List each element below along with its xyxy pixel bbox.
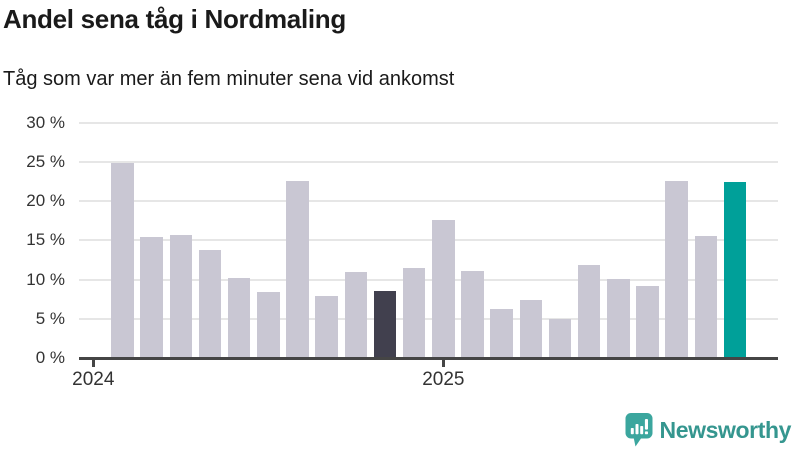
bar: [286, 180, 309, 358]
chart-title: Andel sena tåg i Nordmaling: [3, 4, 346, 34]
y-gridline: [79, 278, 778, 281]
y-gridline: [79, 121, 778, 124]
y-axis-tick-label: 15 %: [26, 230, 65, 250]
x-axis-tickmark: [441, 359, 445, 367]
x-axis-tickmark: [91, 359, 95, 367]
bar: [607, 278, 630, 358]
bar: [519, 299, 543, 358]
bar-highlight-accent: [723, 182, 747, 358]
bar-highlight-dark: [373, 290, 397, 358]
y-axis-tick-label: 0 %: [35, 348, 65, 367]
y-gridline: [79, 200, 778, 203]
bar: [315, 296, 338, 358]
bar: [111, 162, 134, 358]
bar: [548, 318, 572, 358]
x-axis-tick-label: 2024: [72, 369, 115, 390]
y-gridline: [79, 317, 778, 320]
x-axis-line: [79, 356, 778, 360]
bar: [461, 270, 484, 358]
bar: [636, 285, 659, 358]
y-gridline: [79, 239, 778, 242]
bar: [402, 267, 426, 358]
bar: [694, 236, 718, 358]
bar: [140, 237, 163, 358]
bar: [169, 234, 193, 358]
chart-subtitle: Tåg som var mer än fem minuter sena vid …: [3, 68, 455, 90]
newsworthy-logo[interactable]: Newsworthy: [625, 412, 791, 448]
y-axis-tick-label: 25 %: [26, 152, 65, 171]
newsworthy-logo-text: Newsworthy: [659, 416, 792, 443]
bar: [665, 180, 688, 358]
bar: [198, 249, 222, 358]
speech-bubble-bar-chart-icon: [625, 413, 653, 447]
bar: [257, 292, 280, 358]
bar: [432, 220, 455, 358]
y-axis-tick-label: 5 %: [35, 308, 65, 328]
y-axis-tick-label: 30 %: [26, 112, 65, 132]
y-gridline: [79, 161, 778, 163]
y-axis-tick-label: 20 %: [26, 191, 65, 211]
bar: [577, 264, 601, 358]
y-axis-tick-label: 10 %: [26, 269, 65, 289]
bar: [227, 278, 251, 358]
bar: [490, 309, 513, 358]
x-axis-tick-label: 2025: [422, 369, 465, 390]
bar: [344, 271, 368, 358]
